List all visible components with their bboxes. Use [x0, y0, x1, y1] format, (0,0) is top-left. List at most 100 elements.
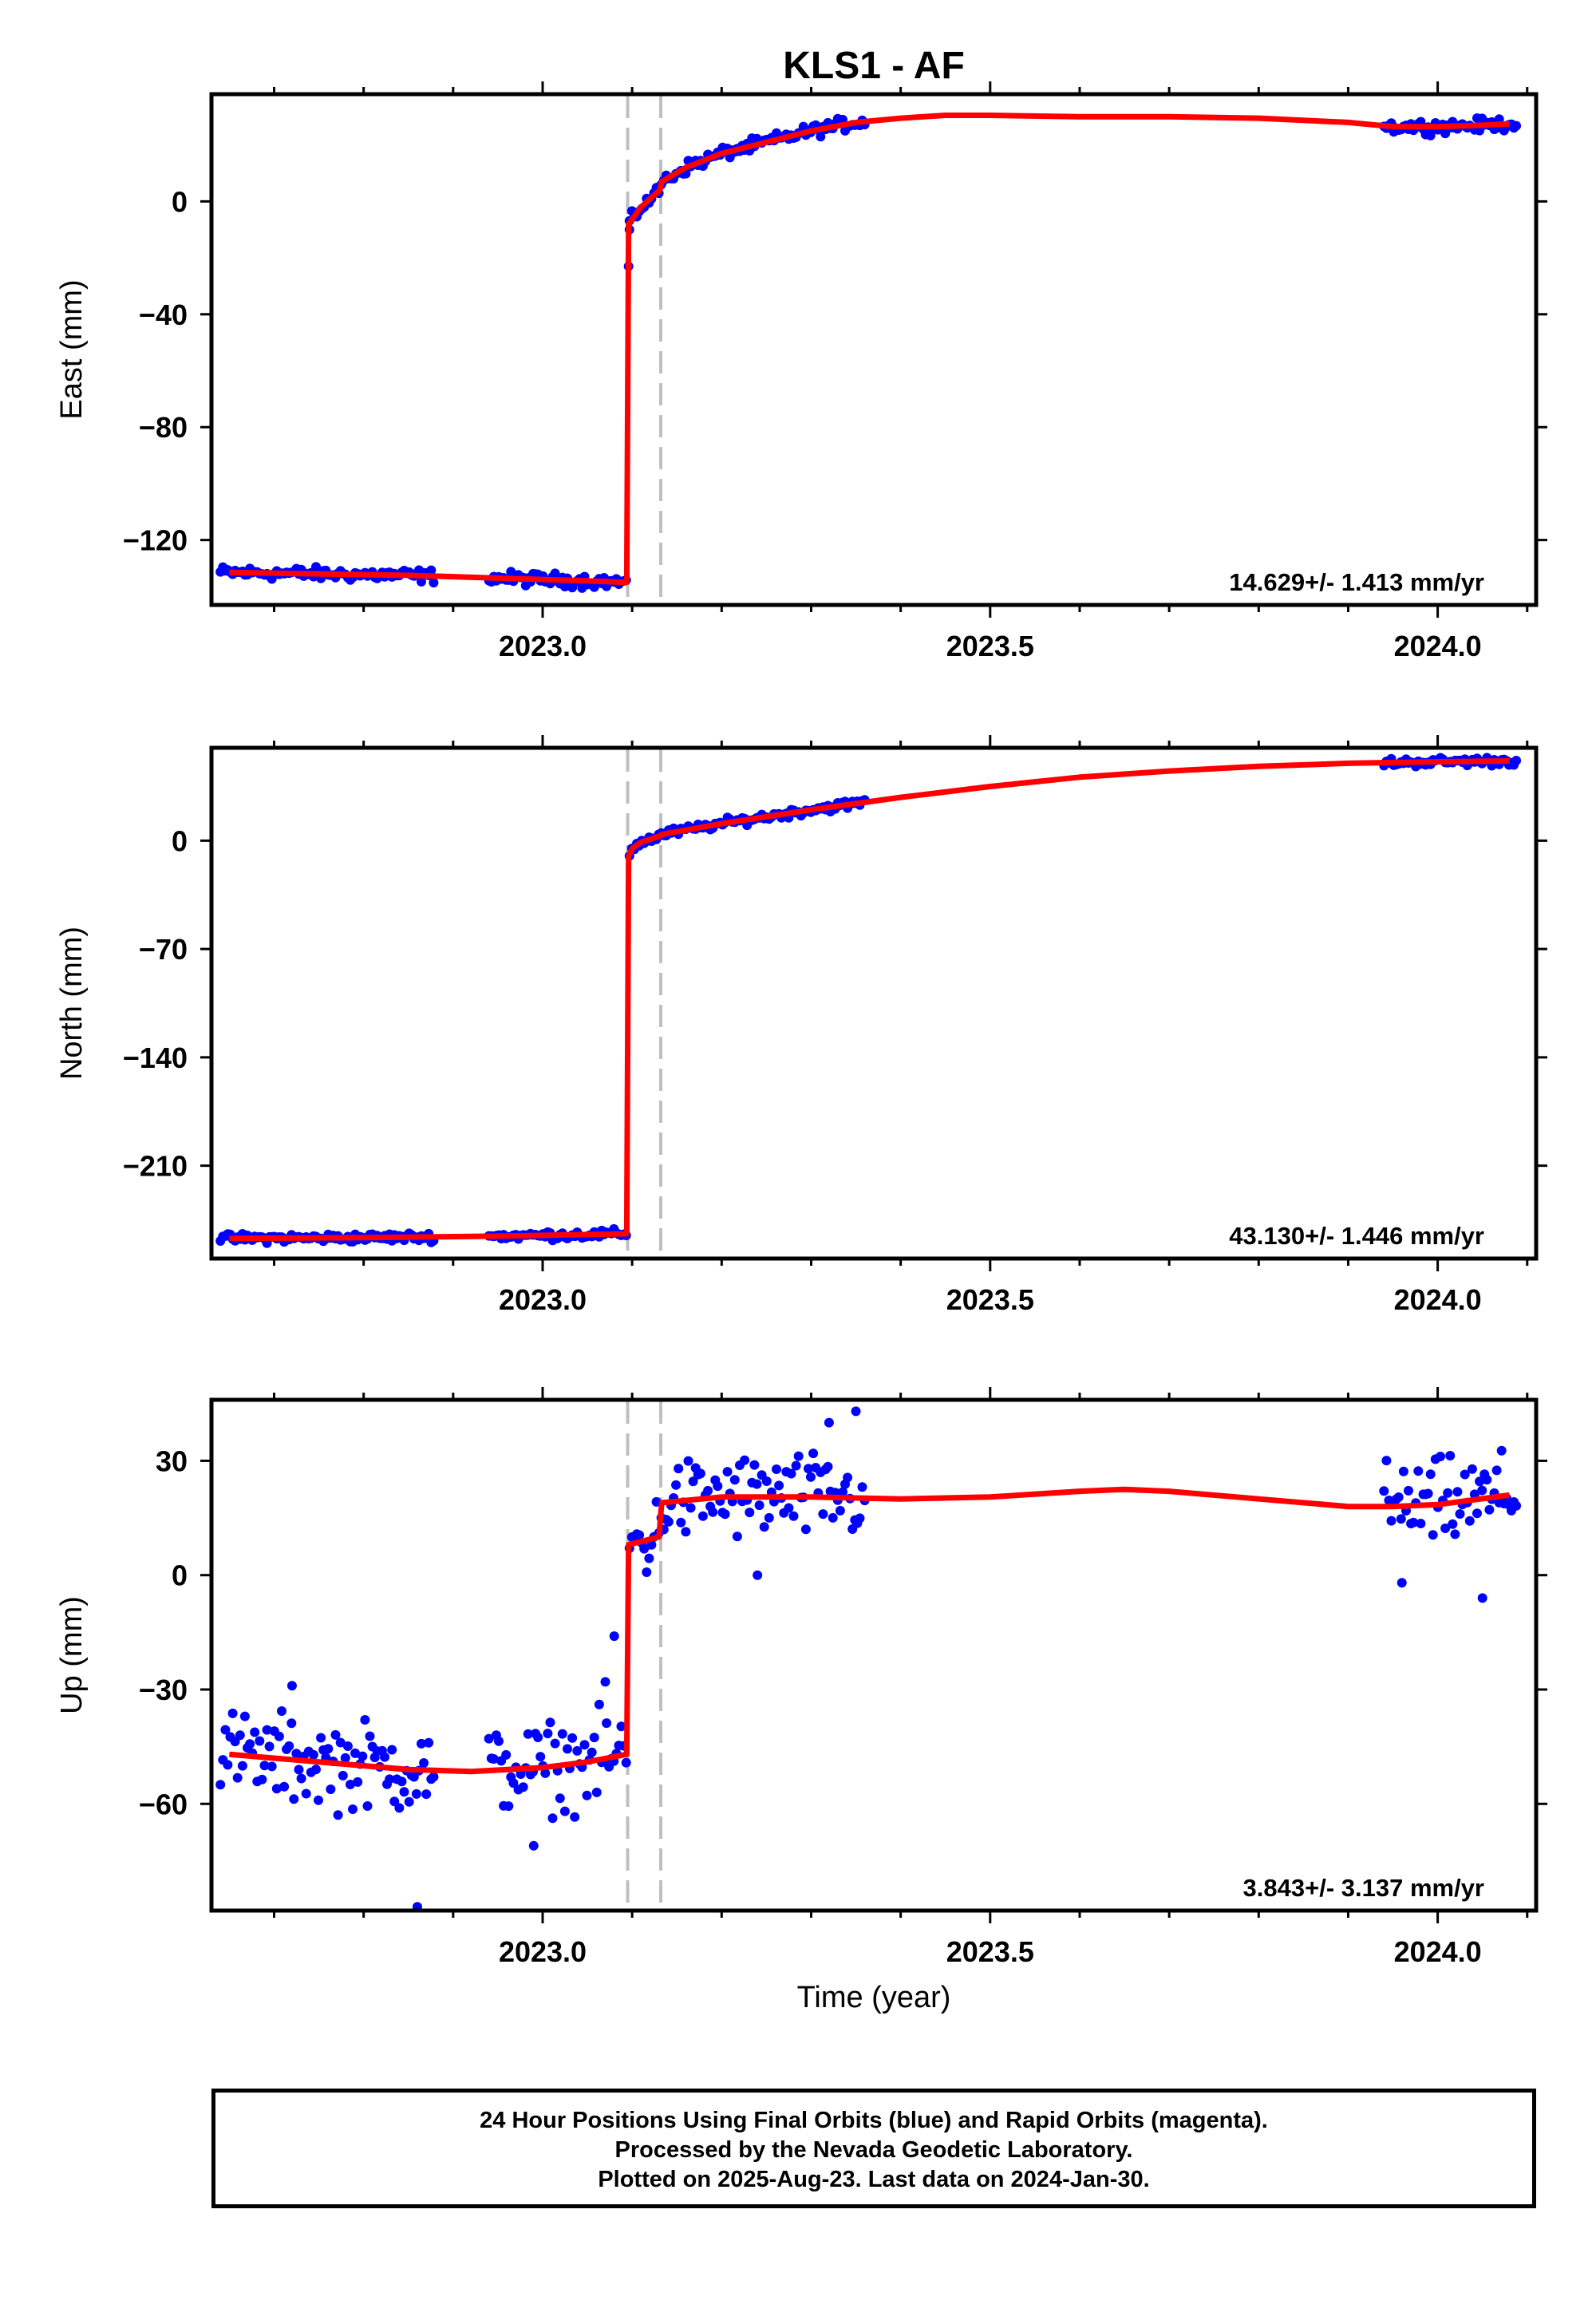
panel-frame	[209, 1397, 1539, 1913]
data-point	[284, 1741, 294, 1751]
data-point	[1477, 1485, 1487, 1496]
y-tick-label: 0	[172, 185, 188, 218]
data-point	[360, 1715, 370, 1725]
data-point	[550, 568, 560, 579]
data-point	[340, 1753, 350, 1763]
processing-info-box: 24 Hour Positions Using Final Orbits (bl…	[211, 2089, 1536, 2208]
y-axis-label: East (mm)	[55, 279, 89, 419]
data-point	[274, 1731, 284, 1741]
data-point	[1464, 1516, 1475, 1526]
data-point	[1416, 1519, 1426, 1528]
x-tick-label: 2023.5	[946, 1935, 1034, 1968]
footer-line-1: 24 Hour Positions Using Final Orbits (bl…	[480, 2108, 1268, 2133]
data-point	[528, 1840, 539, 1851]
data-point	[602, 1718, 612, 1729]
data-point	[550, 1738, 560, 1749]
data-point	[348, 1804, 358, 1814]
data-point	[277, 1706, 286, 1716]
data-point	[1511, 121, 1522, 131]
data-point	[1511, 756, 1522, 765]
panels-group: −120 −80 −40 0 2023.0 2023.5 2024.0 East (mm) 14…	[55, 81, 1547, 1968]
data-point	[365, 1731, 375, 1741]
data-point	[838, 1487, 847, 1497]
data-point	[591, 1787, 602, 1797]
data-point	[504, 1801, 514, 1812]
data-point	[291, 1749, 302, 1759]
data-point	[397, 1777, 407, 1787]
data-point	[279, 1781, 290, 1792]
x-tick-label: 2023.5	[946, 630, 1034, 662]
data-point	[389, 1796, 400, 1807]
data-point	[786, 1468, 796, 1479]
data-point	[1445, 1451, 1456, 1460]
data-point	[808, 1448, 819, 1459]
x-tick-label: 2023.0	[499, 1283, 587, 1316]
data-point	[600, 1677, 610, 1687]
panel-frame	[209, 745, 1539, 1261]
data-point	[1443, 1488, 1453, 1498]
data-point	[634, 1530, 645, 1540]
data-point	[749, 1460, 760, 1470]
data-point	[1408, 1517, 1419, 1528]
data-point	[688, 1476, 698, 1487]
data-point	[294, 1765, 304, 1775]
data-point	[535, 1752, 546, 1762]
data-point	[835, 1505, 845, 1516]
data-point	[301, 1788, 311, 1799]
y-tick-label: −120	[123, 524, 188, 557]
data-point	[316, 1733, 326, 1743]
data-point	[1425, 1469, 1436, 1480]
data-point	[488, 1754, 499, 1764]
data-point	[353, 1777, 363, 1787]
panel-north: −210 −140 −70 0 2023.0 2023.5 2024.0 North (mm)…	[55, 735, 1547, 1316]
data-point	[761, 1476, 772, 1486]
data-point	[501, 1749, 512, 1760]
data-point	[722, 1467, 733, 1477]
data-point	[587, 1747, 597, 1757]
data-point	[235, 1730, 245, 1741]
data-point	[429, 1772, 439, 1782]
panel-frame	[209, 92, 1539, 607]
data-point	[394, 1803, 405, 1813]
model-fit-line	[229, 1486, 1510, 1775]
y-tick-label: −210	[123, 1150, 188, 1183]
data-point	[419, 1758, 429, 1768]
y-tick-label: −80	[139, 411, 188, 444]
data-point	[1491, 1465, 1502, 1476]
data-point	[404, 1796, 414, 1807]
data-point	[818, 1509, 828, 1520]
data-point	[793, 1451, 804, 1461]
x-tick-label: 2024.0	[1394, 630, 1482, 662]
data-point	[518, 1782, 528, 1792]
panel-up: −60 −30 0 30 2023.0 2023.5 2024.0 Up (mm) 3.843+…	[55, 1387, 1547, 1968]
data-point	[1379, 1486, 1389, 1496]
data-point	[720, 1509, 730, 1520]
footer-line-2: Processed by the Nevada Geodetic Laborat…	[614, 2137, 1133, 2163]
data-point	[385, 1774, 395, 1784]
data-point	[708, 1507, 718, 1517]
data-point	[426, 565, 437, 575]
data-point	[484, 1733, 494, 1744]
data-point	[823, 1461, 833, 1472]
data-point	[1440, 1524, 1451, 1533]
data-point	[338, 1770, 348, 1780]
data-point	[753, 1570, 763, 1580]
data-point	[523, 1729, 533, 1739]
data-point	[286, 1718, 297, 1729]
data-point	[774, 1480, 784, 1491]
data-point	[663, 1516, 674, 1527]
data-point	[681, 1527, 691, 1537]
data-point	[1386, 1516, 1396, 1526]
data-point	[559, 1806, 570, 1816]
data-point	[1511, 1500, 1522, 1511]
x-tick-label: 2023.5	[946, 1283, 1034, 1316]
data-point	[223, 1760, 233, 1770]
data-point	[286, 1681, 297, 1691]
data-point	[1496, 1445, 1507, 1456]
data-point	[855, 1513, 865, 1524]
data-point	[695, 1468, 705, 1479]
y-tick-label: −60	[139, 1788, 188, 1820]
data-point	[563, 1744, 572, 1754]
data-point	[851, 1406, 861, 1417]
data-point	[296, 1773, 306, 1784]
